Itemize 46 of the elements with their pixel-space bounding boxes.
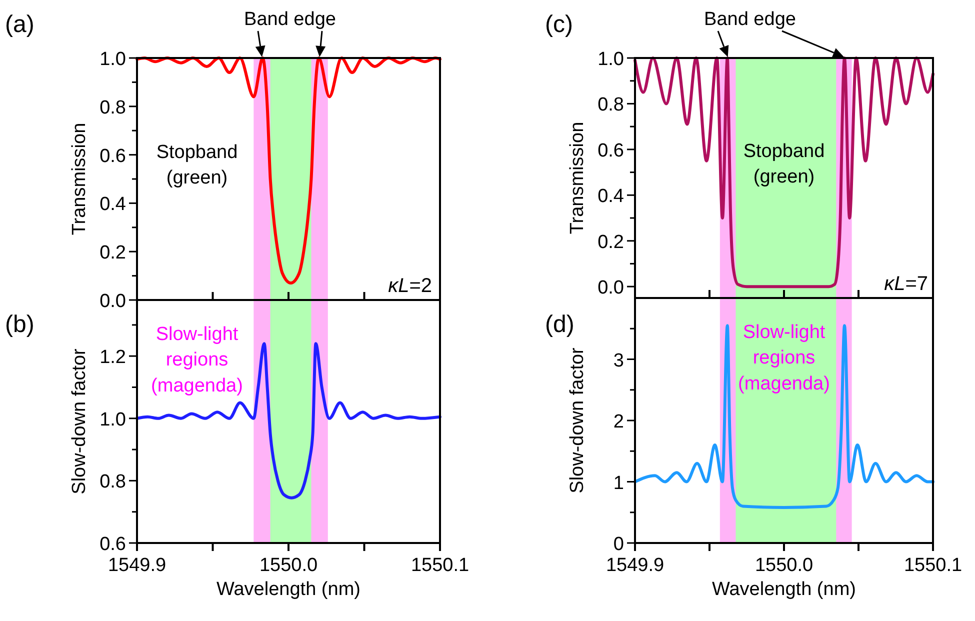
y-tick-label: 0.8	[100, 472, 126, 493]
text: (a)	[5, 11, 34, 38]
x-tick-label: 1550.0	[754, 555, 814, 576]
x-tick-label: 1550.0	[259, 555, 318, 576]
y-tick-label: 3	[613, 350, 624, 372]
y-tick-label: 0.6	[100, 534, 126, 555]
y-tick-label: 0.6	[100, 146, 126, 167]
y-tick-label: 0	[613, 534, 624, 555]
y-axis-title: Slow-down factor	[69, 348, 90, 494]
y-tick-label: 0.0	[100, 291, 126, 312]
y-axis-title: Slow-down factor	[567, 346, 588, 494]
y-tick-label: 0.4	[100, 194, 126, 216]
y-tick-label: 0.6	[598, 140, 624, 162]
x-axis-title: Wavelength (nm)	[216, 579, 360, 600]
y-tick-label: 0.2	[100, 242, 126, 264]
text: (d)	[545, 311, 574, 338]
annotation: Slow-light regions (magenda)	[151, 324, 243, 396]
x-axis-title: Wavelength (nm)	[712, 579, 856, 600]
annotation: Stopband (green)	[156, 142, 238, 189]
y-tick-label: 0.4	[598, 186, 624, 208]
x-tick-label: 1549.9	[606, 555, 664, 576]
y-axis-title: Transmission	[567, 122, 588, 234]
annotation: κL=2	[388, 275, 432, 297]
y-tick-label: 2	[613, 412, 624, 432]
x-tick-label: 1550.1	[904, 555, 962, 576]
text: Band edge	[244, 9, 336, 30]
y-tick-label: 0.8	[598, 94, 624, 116]
annotation: Stopband (green)	[743, 141, 825, 188]
y-tick-label: 0.8	[100, 97, 126, 118]
text: Band edge	[704, 9, 796, 30]
x-tick-label: 1550.1	[410, 555, 470, 576]
y-tick-label: 1.0	[100, 49, 126, 70]
annotation: κL=7	[884, 273, 928, 295]
y-tick-label: 0.0	[598, 278, 624, 299]
y-tick-label: 1.2	[100, 347, 126, 368]
line-series	[634, 324, 934, 509]
text: (b)	[5, 311, 34, 338]
line-series	[136, 342, 442, 500]
text: (c)	[545, 11, 573, 38]
y-tick-label: 0.2	[598, 232, 624, 253]
annotation: Slow-light regions (magenda)	[738, 322, 830, 394]
y-tick-label: 1	[613, 472, 624, 494]
y-tick-label: 1.0	[598, 49, 624, 70]
y-axis-title: Transmission	[69, 122, 90, 236]
x-tick-label: 1549.9	[108, 555, 166, 576]
y-tick-label: 1.0	[100, 409, 126, 430]
